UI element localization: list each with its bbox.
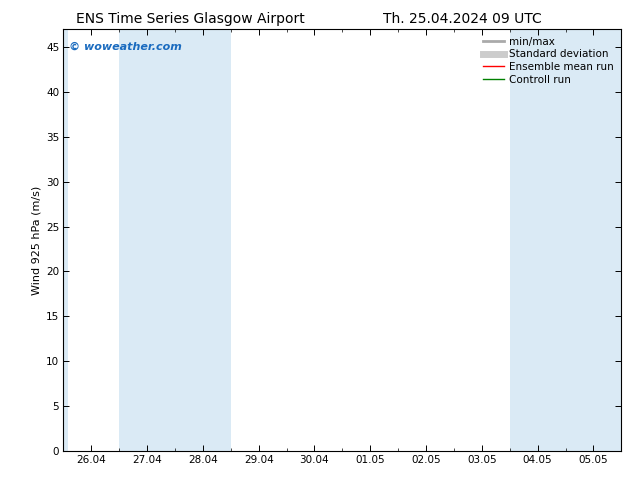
Text: © woweather.com: © woweather.com	[69, 42, 182, 52]
Bar	[510, 29, 621, 451]
Text: Th. 25.04.2024 09 UTC: Th. 25.04.2024 09 UTC	[384, 12, 542, 26]
Text: ENS Time Series Glasgow Airport: ENS Time Series Glasgow Airport	[76, 12, 304, 26]
Bar	[63, 29, 68, 451]
Bar	[119, 29, 231, 451]
Y-axis label: Wind 925 hPa (m/s): Wind 925 hPa (m/s)	[32, 186, 42, 294]
Legend: min/max, Standard deviation, Ensemble mean run, Controll run: min/max, Standard deviation, Ensemble me…	[479, 32, 618, 89]
